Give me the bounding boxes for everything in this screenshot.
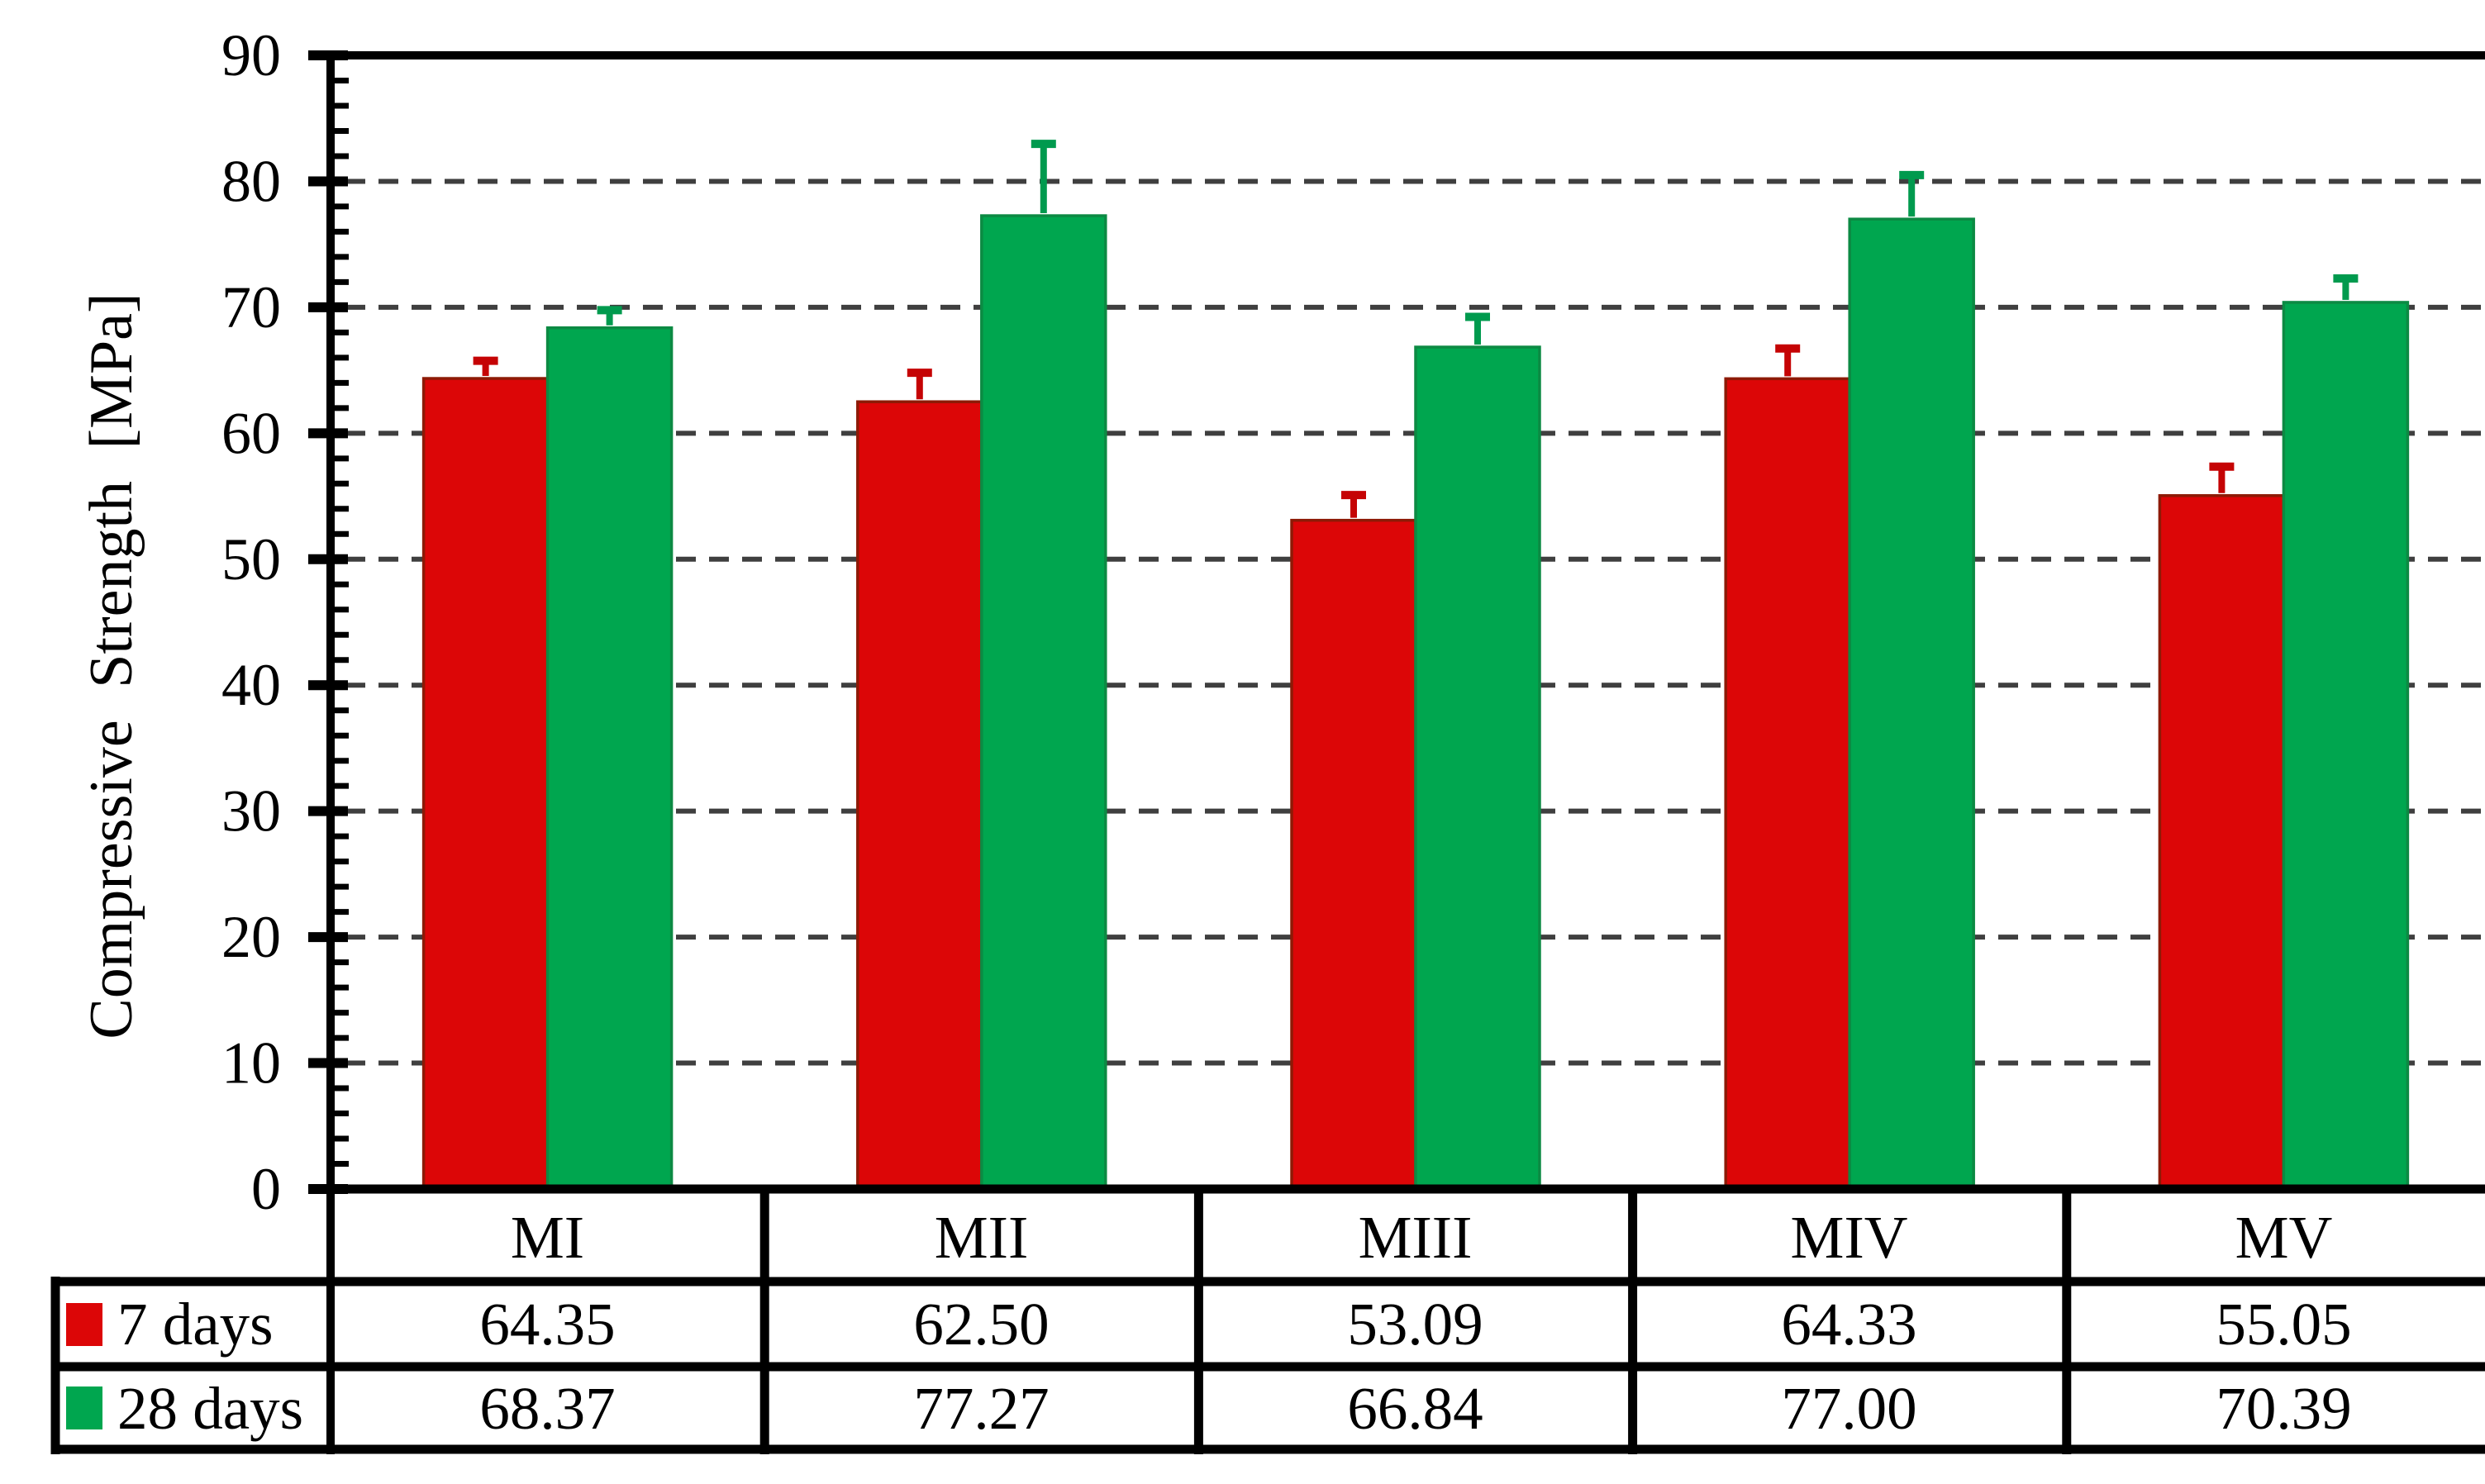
value-28days-mi: 68.37 (479, 1374, 616, 1442)
y-tick-label-0: 0 (251, 1156, 281, 1222)
y-tick-label-40: 40 (221, 652, 281, 718)
y-tick-label-20: 20 (221, 904, 281, 970)
legend-item-28days: 28 days (66, 1372, 324, 1444)
legend-item-7days: 7 days (66, 1287, 324, 1361)
value-28days-mv: 70.39 (2216, 1374, 2352, 1442)
bar-28days-MII (980, 214, 1107, 1191)
y-tick-label-60: 60 (221, 400, 281, 466)
y-axis-title: Compressive Strength [MPa] (78, 293, 145, 1039)
bar-7days-MV (2158, 494, 2286, 1191)
bar-7days-MII (856, 400, 983, 1191)
category-header-mi: MI (510, 1204, 585, 1271)
category-header-miii: MIII (1358, 1204, 1473, 1271)
bar-7days-MIV (1724, 377, 1851, 1191)
bar-28days-MV (2282, 301, 2410, 1191)
y-tick-label-10: 10 (221, 1030, 281, 1096)
bar-7days-MIII (1290, 518, 1417, 1191)
value-7days-mv: 55.05 (2216, 1291, 2352, 1358)
value-28days-mii: 77.27 (913, 1374, 1050, 1442)
value-7days-miv: 64.33 (1781, 1291, 1917, 1358)
legend-swatch-28days-icon (66, 1386, 102, 1429)
value-7days-mii: 62.50 (913, 1291, 1050, 1358)
value-7days-mi: 64.35 (479, 1291, 616, 1358)
bar-28days-MIV (1848, 217, 1975, 1191)
y-tick-label-30: 30 (221, 778, 281, 844)
category-header-mv: MV (2235, 1204, 2333, 1271)
bar-28days-MIII (1414, 345, 1541, 1191)
bar-7days-MI (421, 377, 550, 1191)
y-tick-label-50: 50 (221, 526, 281, 592)
legend-swatch-7days-icon (66, 1302, 102, 1346)
value-7days-miii: 53.09 (1347, 1291, 1483, 1358)
value-28days-miii: 66.84 (1347, 1374, 1483, 1442)
chart-canvas: Compressive Strength [MPa] 0 10 20 30 40 50 60… (50, 22, 2485, 1454)
y-tick-label-80: 80 (221, 148, 281, 214)
bar-28days-MI (545, 326, 674, 1191)
y-tick-label-70: 70 (221, 274, 281, 340)
legend-label-28days: 28 days (117, 1374, 304, 1442)
value-28days-miv: 77.00 (1781, 1374, 1917, 1442)
category-header-miv: MIV (1790, 1204, 1908, 1271)
y-tick-label-90: 90 (221, 22, 281, 88)
legend-label-7days: 7 days (117, 1291, 274, 1358)
category-header-mii: MII (934, 1204, 1029, 1271)
compressive-strength-bar-chart: Compressive Strength [MPa] 0 10 20 30 40 50 60… (33, 13, 2485, 1471)
